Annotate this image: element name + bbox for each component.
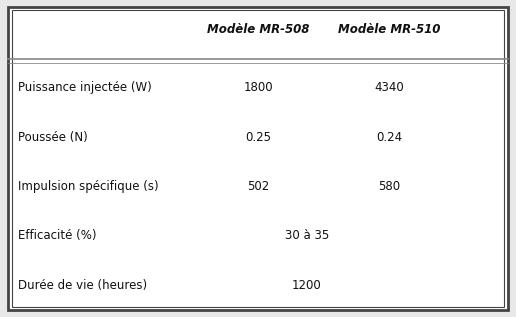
Text: Efficacité (%): Efficacité (%) <box>18 230 96 243</box>
Text: Modèle MR-508: Modèle MR-508 <box>207 23 309 36</box>
Text: 1800: 1800 <box>243 81 273 94</box>
Text: 4340: 4340 <box>375 81 405 94</box>
Text: Modèle MR-510: Modèle MR-510 <box>338 23 441 36</box>
Text: 502: 502 <box>247 180 269 193</box>
Text: 0.25: 0.25 <box>245 131 271 144</box>
Text: 30 à 35: 30 à 35 <box>285 230 329 243</box>
Text: Puissance injectée (W): Puissance injectée (W) <box>18 81 152 94</box>
Text: Poussée (N): Poussée (N) <box>18 131 88 144</box>
Text: 0.24: 0.24 <box>377 131 402 144</box>
Text: Durée de vie (heures): Durée de vie (heures) <box>18 279 147 292</box>
Text: 580: 580 <box>379 180 400 193</box>
Text: Impulsion spécifique (s): Impulsion spécifique (s) <box>18 180 159 193</box>
Text: 1200: 1200 <box>292 279 322 292</box>
